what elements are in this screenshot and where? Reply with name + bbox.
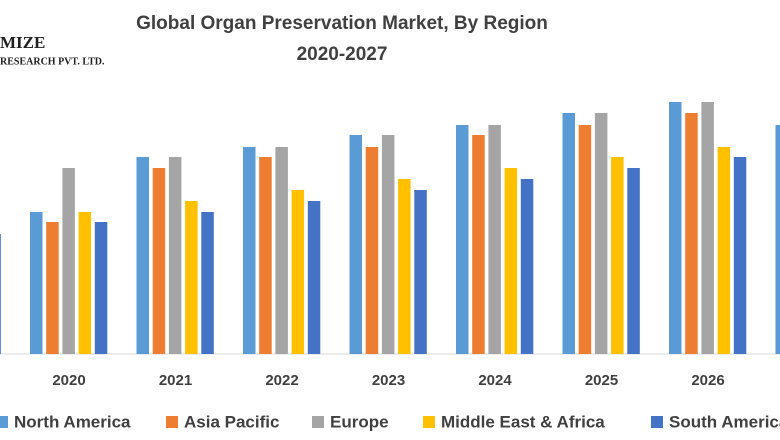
bar bbox=[185, 201, 198, 354]
bar bbox=[62, 168, 75, 354]
x-tick-label: 2022 bbox=[265, 372, 298, 389]
bar bbox=[201, 212, 214, 354]
legend-label: Asia Pacific bbox=[184, 412, 279, 431]
bar bbox=[775, 125, 780, 354]
bar bbox=[349, 135, 362, 354]
bar bbox=[562, 113, 575, 354]
bar bbox=[307, 201, 321, 354]
x-tick-label: 2023 bbox=[372, 372, 405, 389]
legend-label: South America bbox=[669, 412, 780, 431]
bar bbox=[46, 222, 59, 354]
x-tick-label: 2021 bbox=[159, 372, 192, 389]
bar bbox=[504, 168, 518, 354]
bar bbox=[701, 102, 714, 354]
legend-swatch bbox=[423, 416, 435, 428]
bar bbox=[488, 125, 501, 354]
bar bbox=[627, 168, 640, 354]
bar bbox=[78, 212, 92, 354]
bar bbox=[0, 234, 1, 354]
bar bbox=[243, 147, 256, 354]
chart-subtitle: 2020-2027 bbox=[297, 44, 388, 65]
legend-label: Europe bbox=[330, 412, 389, 431]
bar bbox=[398, 179, 411, 354]
bar bbox=[136, 157, 149, 354]
bar bbox=[365, 147, 379, 354]
bar bbox=[594, 113, 608, 354]
bar bbox=[472, 135, 485, 354]
bar bbox=[733, 157, 747, 354]
bar bbox=[275, 147, 288, 354]
legend-swatch bbox=[651, 416, 663, 428]
bar bbox=[611, 157, 624, 354]
bar bbox=[291, 190, 305, 354]
bar bbox=[30, 212, 43, 354]
legend-label: Middle East & Africa bbox=[441, 412, 605, 431]
bar bbox=[152, 168, 166, 354]
bar bbox=[414, 190, 427, 354]
logo-subtext: RESEARCH PVT. LTD. bbox=[0, 56, 105, 67]
bar bbox=[520, 179, 534, 354]
bar bbox=[578, 125, 592, 354]
logo-text: MIZE bbox=[0, 33, 45, 52]
bar bbox=[685, 113, 698, 354]
x-tick-label: 2025 bbox=[585, 372, 618, 389]
bar bbox=[259, 157, 272, 354]
bar bbox=[669, 102, 682, 354]
x-tick-label: 2026 bbox=[691, 372, 724, 389]
legend-swatch bbox=[0, 416, 8, 428]
legend-swatch bbox=[312, 416, 324, 428]
bar bbox=[456, 125, 469, 354]
bar bbox=[381, 135, 395, 354]
x-tick-label: 2024 bbox=[478, 372, 512, 389]
bar bbox=[168, 157, 182, 354]
bar bbox=[94, 222, 108, 354]
legend-swatch bbox=[166, 416, 178, 428]
legend-label: North America bbox=[14, 412, 131, 431]
x-tick-label: 2020 bbox=[52, 372, 85, 389]
chart-title: Global Organ Preservation Market, By Reg… bbox=[136, 13, 548, 34]
bar bbox=[717, 147, 731, 354]
